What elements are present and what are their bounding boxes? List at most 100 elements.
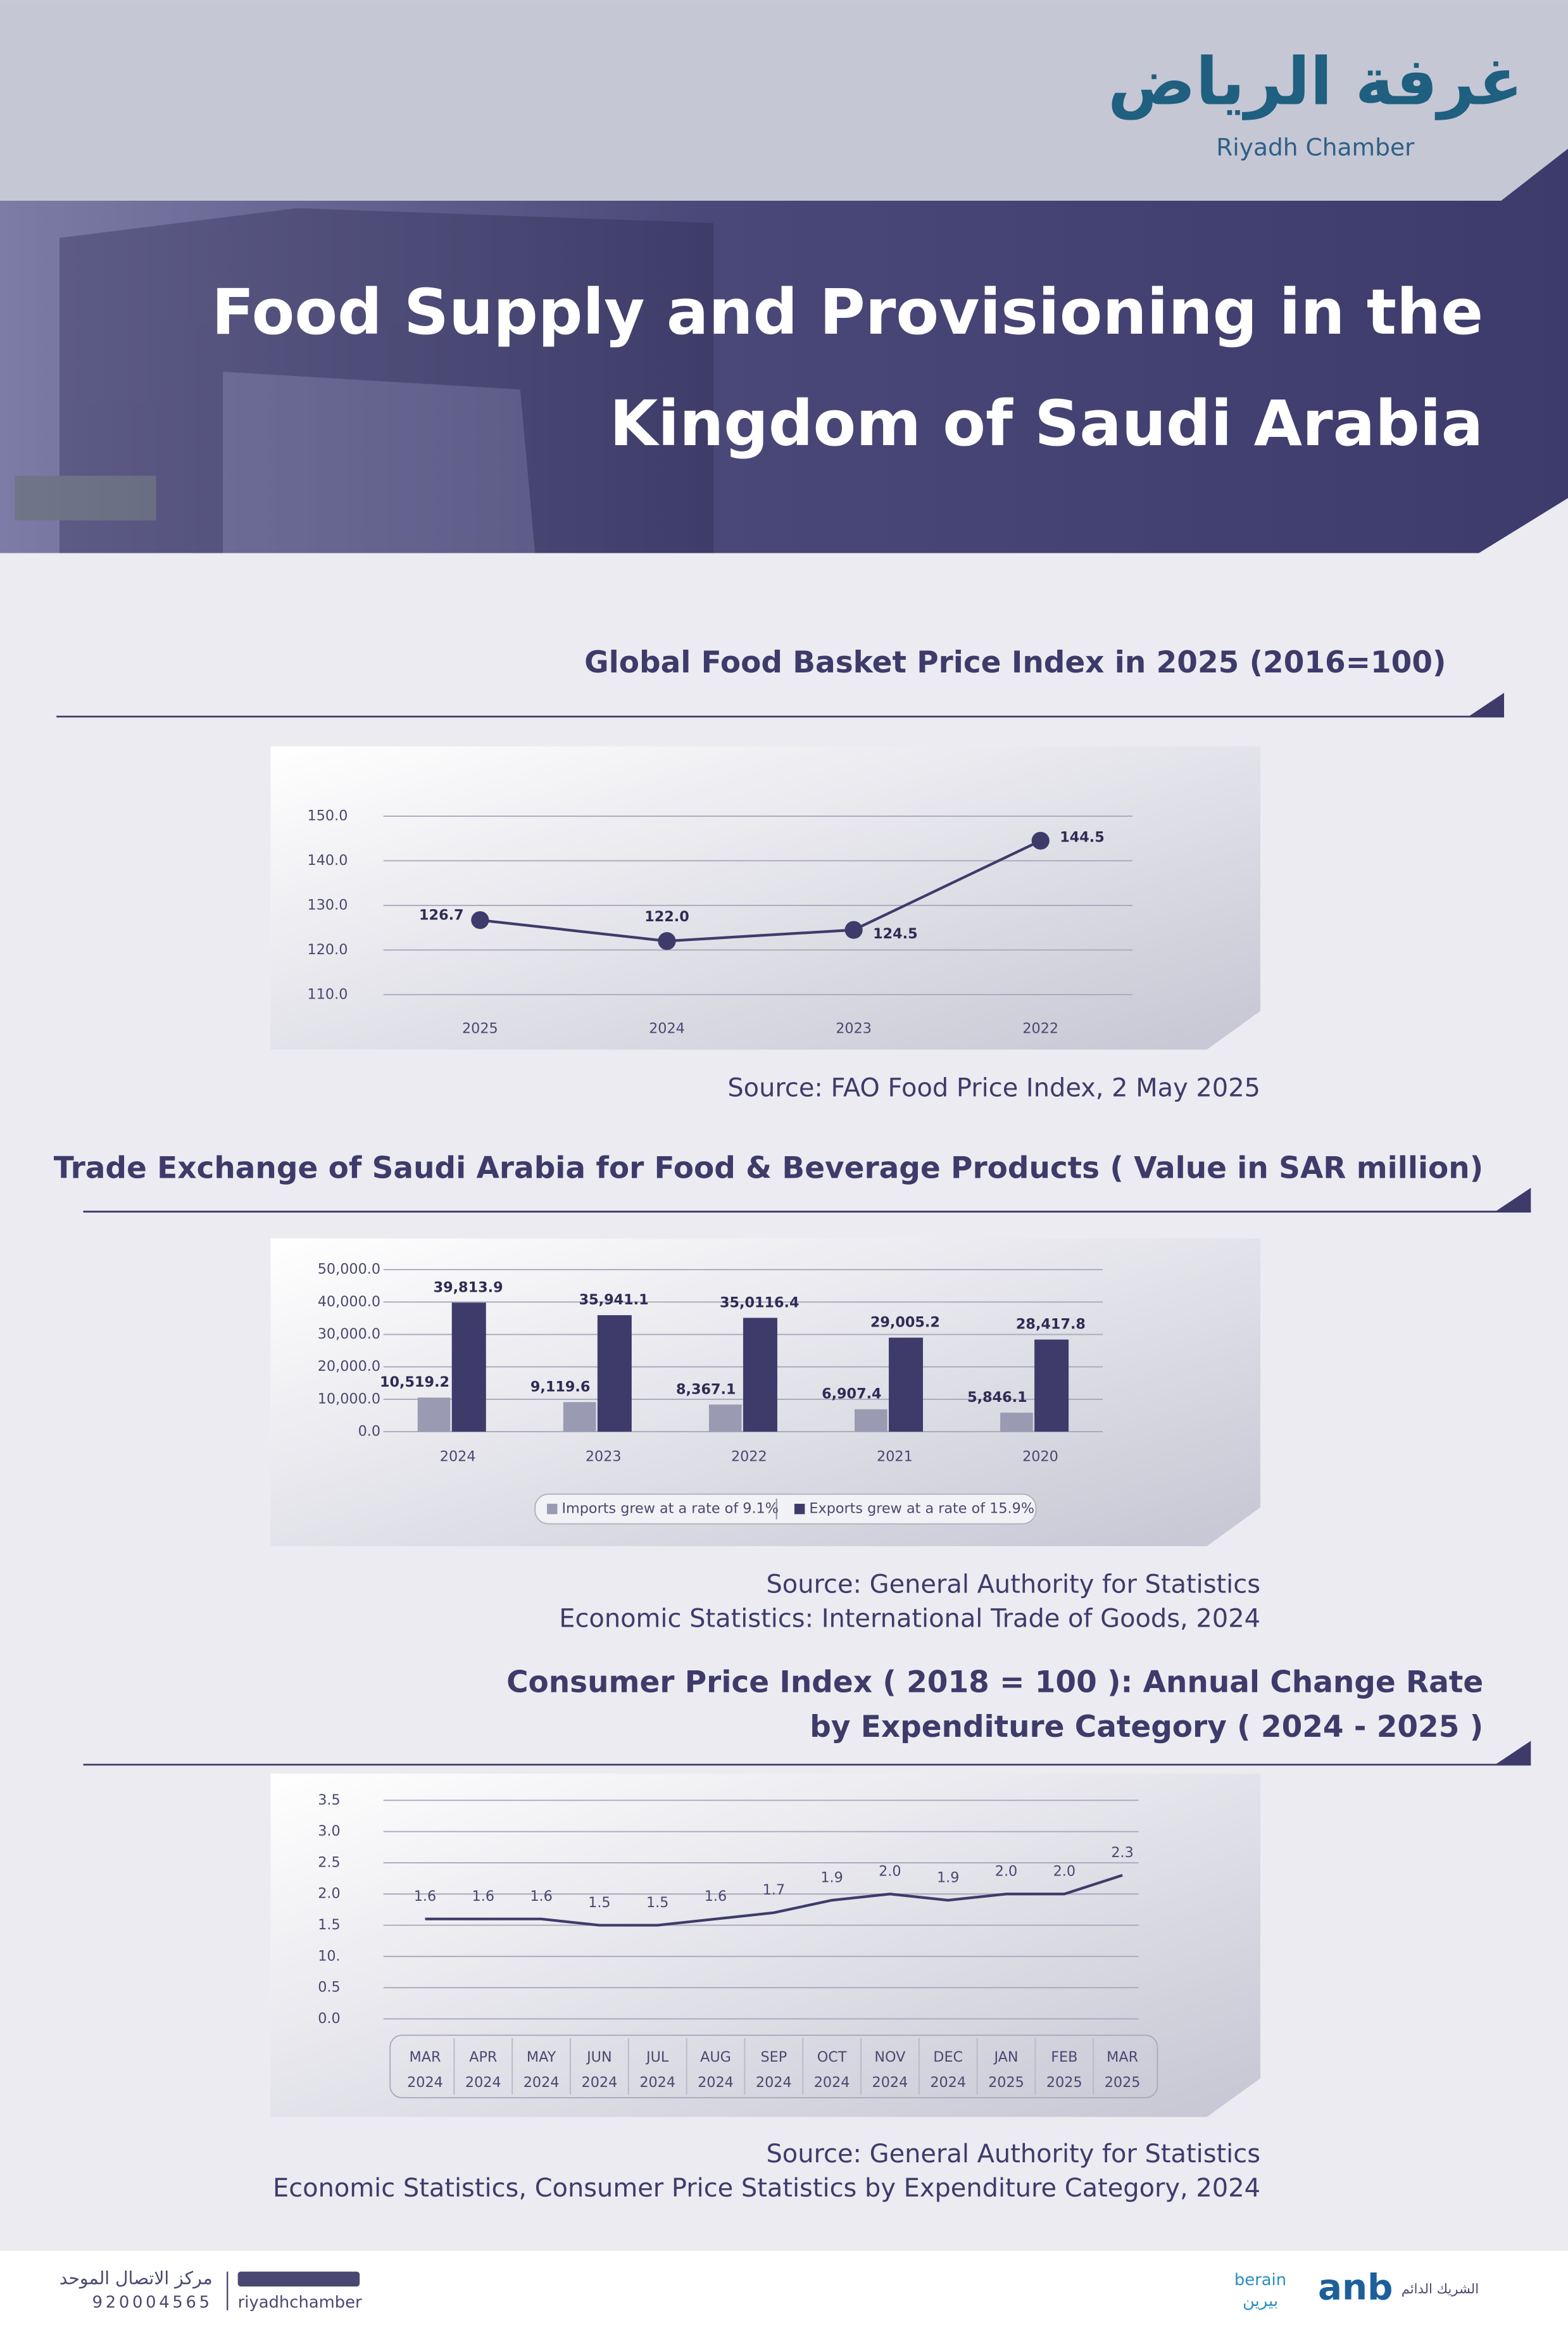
chart-panel: [270, 1774, 1260, 2117]
data-point: [471, 911, 489, 930]
x-tick-label: 2024: [649, 1020, 685, 1037]
source-note: Source: General Authority for Statistics: [766, 2140, 1260, 2169]
bar: [597, 1315, 632, 1432]
title-rule-corner: [1495, 1741, 1531, 1765]
y-tick-label: 120.0: [308, 942, 348, 958]
data-label: 1.6: [705, 1888, 727, 1905]
x-tick-label: 2024: [872, 2074, 908, 2091]
data-label: 28,417.8: [1016, 1316, 1086, 1333]
category-frame: [389, 2034, 1158, 2098]
data-label: 144.5: [1060, 829, 1105, 846]
footer-bar: [0, 2250, 1568, 2332]
data-line: [480, 839, 1041, 943]
x-tick-label: 2024: [814, 2074, 850, 2091]
legend-swatch: [547, 1503, 558, 1515]
legend-swatch: [794, 1503, 805, 1515]
phone: 920004565: [92, 2293, 213, 2312]
header-bar: [0, 0, 1568, 201]
x-tick-label: 2024: [407, 2074, 443, 2091]
bar: [1000, 1413, 1033, 1432]
data-label: 126.7: [419, 907, 464, 924]
y-tick-label: 40,000.0: [318, 1294, 380, 1310]
data-label: 29,005.2: [870, 1314, 940, 1331]
data-point: [1031, 831, 1050, 850]
handle: riyadhchamber: [238, 2293, 362, 2312]
bar: [855, 1409, 887, 1432]
partner-logo: anb: [1318, 2267, 1393, 2308]
data-label: 1.5: [646, 1894, 668, 1911]
x-tick-label: 2025: [1046, 2074, 1082, 2091]
source-note: Source: FAO Food Price Index, 2 May 2025: [727, 1074, 1260, 1103]
data-label: 1.5: [588, 1894, 610, 1911]
data-label: 1.6: [414, 1888, 436, 1905]
data-label: 35,0116.4: [720, 1294, 800, 1311]
building-illustration: [15, 208, 713, 553]
data-label: 1.9: [820, 1869, 843, 1886]
y-tick-label: 150.0: [308, 808, 348, 824]
data-point: [844, 921, 863, 939]
title-rule-corner: [1495, 1188, 1531, 1212]
partner-label: الشريك الدائم: [1402, 2281, 1479, 2297]
chart-title: by Expenditure Category ( 2024 - 2025 ): [810, 1710, 1483, 1744]
bar: [417, 1397, 451, 1432]
sponsor-logo-ar: بيرين: [1243, 2291, 1278, 2310]
chart-panel: [270, 746, 1260, 1050]
contact-label: مركز الاتصال الموحد: [60, 2267, 213, 2288]
data-label: 2.0: [879, 1863, 901, 1880]
y-tick-label: 50,000.0: [318, 1261, 380, 1278]
y-tick-label: 0.0: [318, 2010, 340, 2027]
x-tick-label: 2021: [877, 1448, 913, 1465]
data-label: 124.5: [873, 926, 918, 942]
bar: [889, 1337, 924, 1432]
page-title: Food Supply and Provisioning in the: [211, 276, 1483, 349]
data-label: 122.0: [644, 909, 689, 925]
source-note: Source: General Authority for Statistics: [766, 1570, 1260, 1599]
data-label: 2.0: [1053, 1863, 1076, 1880]
y-tick-label: 2.5: [318, 1854, 340, 1870]
x-tick-label: 2025: [1105, 2074, 1141, 2091]
data-line: [425, 1874, 1123, 1927]
x-tick-label: MAR: [409, 2049, 441, 2065]
data-label: 5,846.1: [967, 1389, 1027, 1406]
x-tick-label: 2023: [586, 1448, 622, 1465]
data-label: 8,367.1: [676, 1381, 736, 1397]
x-tick-label: NOV: [874, 2049, 906, 2065]
x-tick-label: DEC: [933, 2049, 963, 2065]
data-point: [658, 932, 676, 950]
x-tick-label: JUL: [645, 2049, 669, 2065]
x-tick-label: 2024: [465, 2074, 501, 2091]
bar: [563, 1402, 596, 1432]
x-tick-label: MAR: [1107, 2049, 1138, 2065]
bar: [1034, 1339, 1069, 1432]
data-label: 1.6: [530, 1888, 552, 1905]
x-tick-label: 2024: [524, 2074, 560, 2091]
legend-label: Exports grew at a rate of 15.9%: [809, 1501, 1034, 1517]
social-icons: [237, 2271, 360, 2287]
bar: [451, 1302, 486, 1432]
source-note: Economic Statistics: International Trade…: [559, 1604, 1260, 1634]
x-tick-label: 2023: [836, 1020, 872, 1037]
y-tick-label: 10.: [318, 1948, 340, 1964]
data-label: 1.6: [472, 1888, 494, 1905]
source-note: Economic Statistics, Consumer Price Stat…: [273, 2174, 1260, 2203]
page-title: Kingdom of Saudi Arabia: [610, 388, 1483, 460]
x-tick-label: JUN: [586, 2049, 612, 2065]
y-tick-label: 130.0: [308, 897, 348, 913]
x-tick-label: 2024: [440, 1448, 476, 1465]
y-tick-label: 1.5: [318, 1917, 340, 1933]
x-tick-label: 2022: [731, 1448, 767, 1465]
y-tick-label: 3.5: [318, 1792, 340, 1808]
legend-frame: [534, 1493, 1037, 1525]
x-tick-label: AUG: [700, 2049, 731, 2065]
x-tick-label: 2024: [756, 2074, 792, 2091]
data-label: 1.9: [937, 1869, 959, 1886]
y-tick-label: 20,000.0: [318, 1358, 380, 1375]
y-tick-label: 0.5: [318, 1979, 340, 1996]
sponsor-logo: berain: [1234, 2271, 1286, 2290]
chart-title: Consumer Price Index ( 2018 = 100 ): Ann…: [506, 1665, 1483, 1700]
x-tick-label: 2025: [462, 1020, 498, 1037]
bar: [743, 1318, 777, 1432]
data-label: 10,519.2: [380, 1374, 449, 1390]
x-tick-label: 2024: [698, 2074, 734, 2091]
